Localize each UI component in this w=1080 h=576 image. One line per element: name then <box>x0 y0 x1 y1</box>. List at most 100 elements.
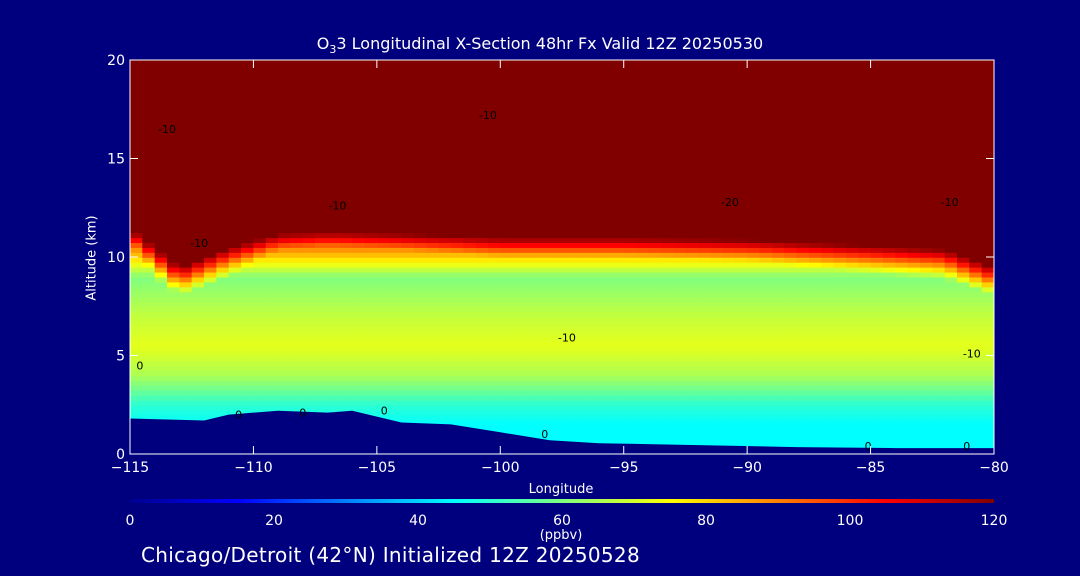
heat-cell <box>191 345 205 352</box>
heat-cell <box>771 434 785 441</box>
heat-cell <box>697 232 711 239</box>
heat-cell <box>796 207 810 214</box>
heat-cell <box>660 394 674 401</box>
heat-cell <box>882 414 897 421</box>
heat-cell <box>549 84 563 91</box>
heat-cell <box>537 94 551 101</box>
heat-cell <box>673 60 687 66</box>
heat-cell <box>487 340 502 347</box>
heat-cell <box>130 104 144 111</box>
heat-cell <box>771 296 785 303</box>
heat-cell <box>475 79 489 86</box>
heat-cell <box>426 89 440 96</box>
heat-cell <box>586 153 600 160</box>
heat-cell <box>858 99 872 106</box>
heat-cell <box>401 335 415 342</box>
heat-cell <box>549 133 563 140</box>
heat-cell <box>253 291 267 298</box>
heat-cell <box>549 197 563 204</box>
heat-cell <box>808 109 822 115</box>
heat-cell <box>327 257 341 263</box>
heat-cell <box>524 163 539 170</box>
heat-cell <box>487 321 502 327</box>
heat-cell <box>722 247 736 253</box>
heat-cell <box>747 247 761 253</box>
heat-cell <box>389 148 403 155</box>
heat-cell <box>463 271 477 278</box>
heat-cell <box>265 316 279 322</box>
heat-cell <box>327 271 341 278</box>
heat-cell <box>833 99 847 106</box>
heat-cell <box>450 276 465 283</box>
heat-cell <box>241 133 255 140</box>
heat-cell <box>228 242 242 248</box>
heat-cell <box>549 109 563 115</box>
heat-cell <box>562 124 576 130</box>
heat-cell <box>833 183 847 189</box>
heat-cell <box>216 261 230 268</box>
heat-cell <box>673 163 687 170</box>
heat-cell <box>734 439 748 445</box>
heat-cell <box>179 60 193 66</box>
heat-cell <box>216 394 230 401</box>
heat-cell <box>130 222 144 229</box>
heat-cell <box>142 301 156 308</box>
heat-cell <box>734 232 748 239</box>
heat-cell <box>352 202 366 209</box>
heat-cell <box>154 345 168 352</box>
heat-cell <box>759 434 773 441</box>
heat-cell <box>562 394 576 401</box>
heat-cell <box>586 380 600 386</box>
heat-cell <box>376 227 390 234</box>
heat-cell <box>722 207 736 214</box>
heat-cell <box>611 419 625 426</box>
heat-cell <box>364 89 378 96</box>
heat-cell <box>216 217 230 224</box>
heat-cell <box>796 89 810 96</box>
heat-cell <box>278 109 292 115</box>
heat-cell <box>364 64 378 71</box>
heat-cell <box>401 419 415 426</box>
heat-cell <box>512 138 526 145</box>
heat-cell <box>475 345 489 352</box>
heat-cell <box>216 385 230 391</box>
heat-cell <box>339 345 353 352</box>
heat-cell <box>438 419 452 426</box>
heat-cell <box>401 163 415 170</box>
heat-cell <box>673 114 687 120</box>
heat-cell <box>204 291 218 298</box>
heat-cell <box>821 60 835 66</box>
heat-cell <box>364 227 378 234</box>
heat-cell <box>796 197 810 204</box>
heat-cell <box>524 375 539 381</box>
heat-cell <box>364 311 378 317</box>
heat-cell <box>710 409 724 416</box>
heat-cell <box>648 99 662 106</box>
heat-cell <box>710 350 724 357</box>
heat-cell <box>586 158 600 165</box>
heat-cell <box>599 99 613 106</box>
heat-cell <box>685 143 699 150</box>
heat-cell <box>747 153 761 160</box>
heat-cell <box>253 345 267 352</box>
heat-cell <box>796 128 810 135</box>
heat-cell <box>130 138 144 145</box>
heat-cell <box>747 429 761 436</box>
heat-cell <box>500 301 514 308</box>
heat-cell <box>599 247 613 253</box>
heat-cell <box>586 330 600 337</box>
heat-cell <box>623 316 637 322</box>
heat-cell <box>463 325 477 332</box>
heat-cell <box>450 207 465 214</box>
heat-cell <box>623 261 637 268</box>
heat-cell <box>858 232 872 239</box>
heat-cell <box>759 207 773 214</box>
heat-cell <box>401 340 415 347</box>
heat-cell <box>389 409 403 416</box>
heat-cell <box>327 133 341 140</box>
heat-cell <box>327 60 341 66</box>
heat-cell <box>278 212 292 219</box>
heat-cell <box>389 335 403 342</box>
heat-cell <box>599 202 613 209</box>
heat-cell <box>302 375 316 381</box>
